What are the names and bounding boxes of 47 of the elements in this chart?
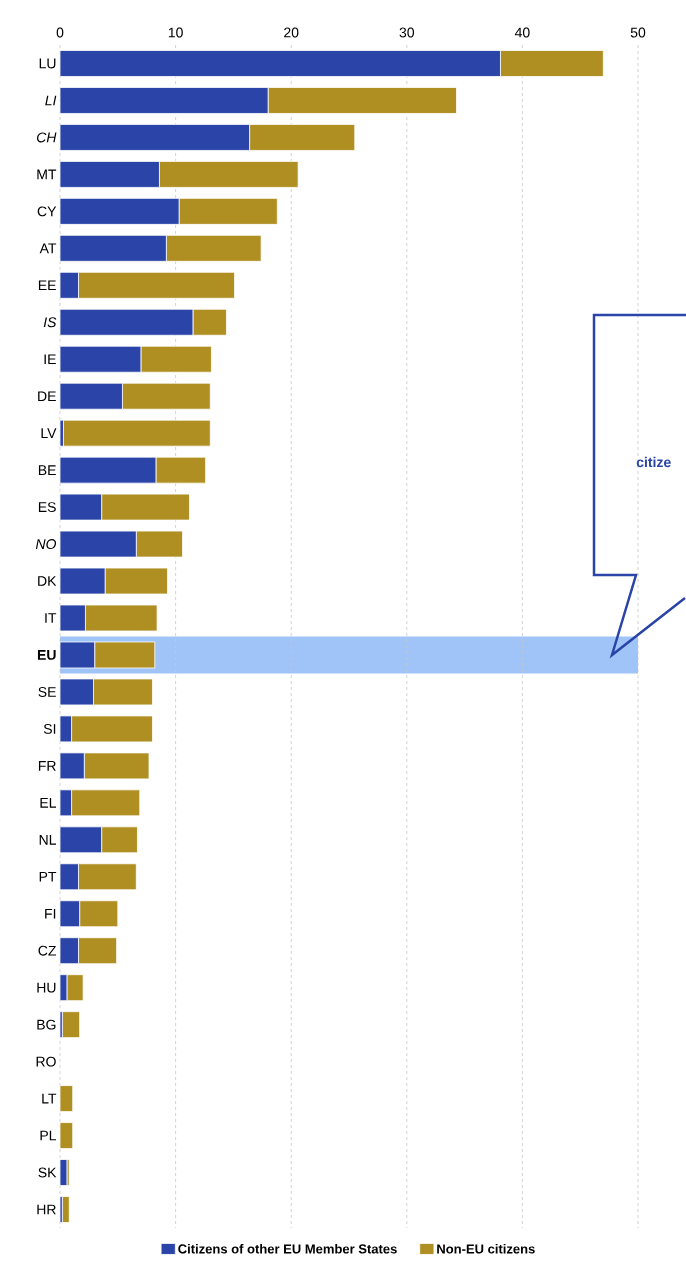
y-tick-label: LI — [45, 95, 57, 106]
y-tick-label: FI — [45, 908, 56, 919]
bar — [61, 1011, 81, 1039]
y-tick-label: LV — [41, 428, 57, 438]
y-tick-label: MT — [37, 169, 57, 180]
y-tick-label: IT — [45, 613, 57, 623]
y-tick-label: RO — [36, 1056, 56, 1067]
x-tick-label: 20 — [284, 27, 299, 38]
y-tick-label: BG — [37, 1019, 56, 1030]
y-tick-label: LT — [42, 1093, 57, 1104]
x-tick-label: 40 — [514, 27, 530, 38]
y-tick-label: NO — [35, 539, 57, 550]
y-tick-label: DE — [38, 391, 56, 402]
x-tick-label: 30 — [399, 27, 415, 38]
y-tick-label: NL — [39, 835, 56, 845]
y-tick-label: FR — [38, 761, 56, 771]
bar — [61, 1196, 70, 1223]
y-tick-label: HR — [37, 1204, 56, 1215]
legend-label: Non-EU citizens — [437, 1243, 535, 1254]
y-tick-label: AT — [39, 243, 57, 254]
x-tick-label: 0 — [56, 27, 64, 38]
y-tick-label: EU — [37, 650, 56, 660]
y-tick-label: IE — [44, 354, 56, 365]
x-tick-label: 50 — [630, 27, 646, 38]
y-tick-label: BE — [38, 465, 56, 475]
y-tick-label: SE — [38, 686, 56, 697]
x-tick-label: 10 — [168, 27, 183, 38]
y-tick-label: EL — [40, 798, 56, 808]
y-tick-label: IS — [43, 317, 57, 328]
annotation: citize — [636, 456, 671, 468]
bar — [59, 1159, 68, 1186]
y-tick-label: LU — [39, 58, 56, 69]
y-tick-label: CZ — [38, 945, 57, 956]
y-tick-label: PL — [40, 1130, 56, 1141]
y-tick-label: EE — [38, 280, 56, 291]
y-tick-label: HU — [37, 982, 56, 993]
bar — [59, 1085, 74, 1112]
y-tick-label: PT — [39, 871, 57, 882]
y-tick-label: ES — [38, 502, 56, 513]
bar — [59, 1122, 74, 1149]
bar — [63, 419, 211, 447]
y-tick-label: SK — [38, 1167, 57, 1178]
y-tick-label: DK — [38, 576, 57, 586]
y-tick-label: CY — [37, 206, 57, 217]
y-tick-label: CH — [37, 132, 57, 143]
legend-label: Citizens of other EU Member States — [178, 1243, 397, 1254]
y-tick-label: SI — [43, 723, 56, 734]
